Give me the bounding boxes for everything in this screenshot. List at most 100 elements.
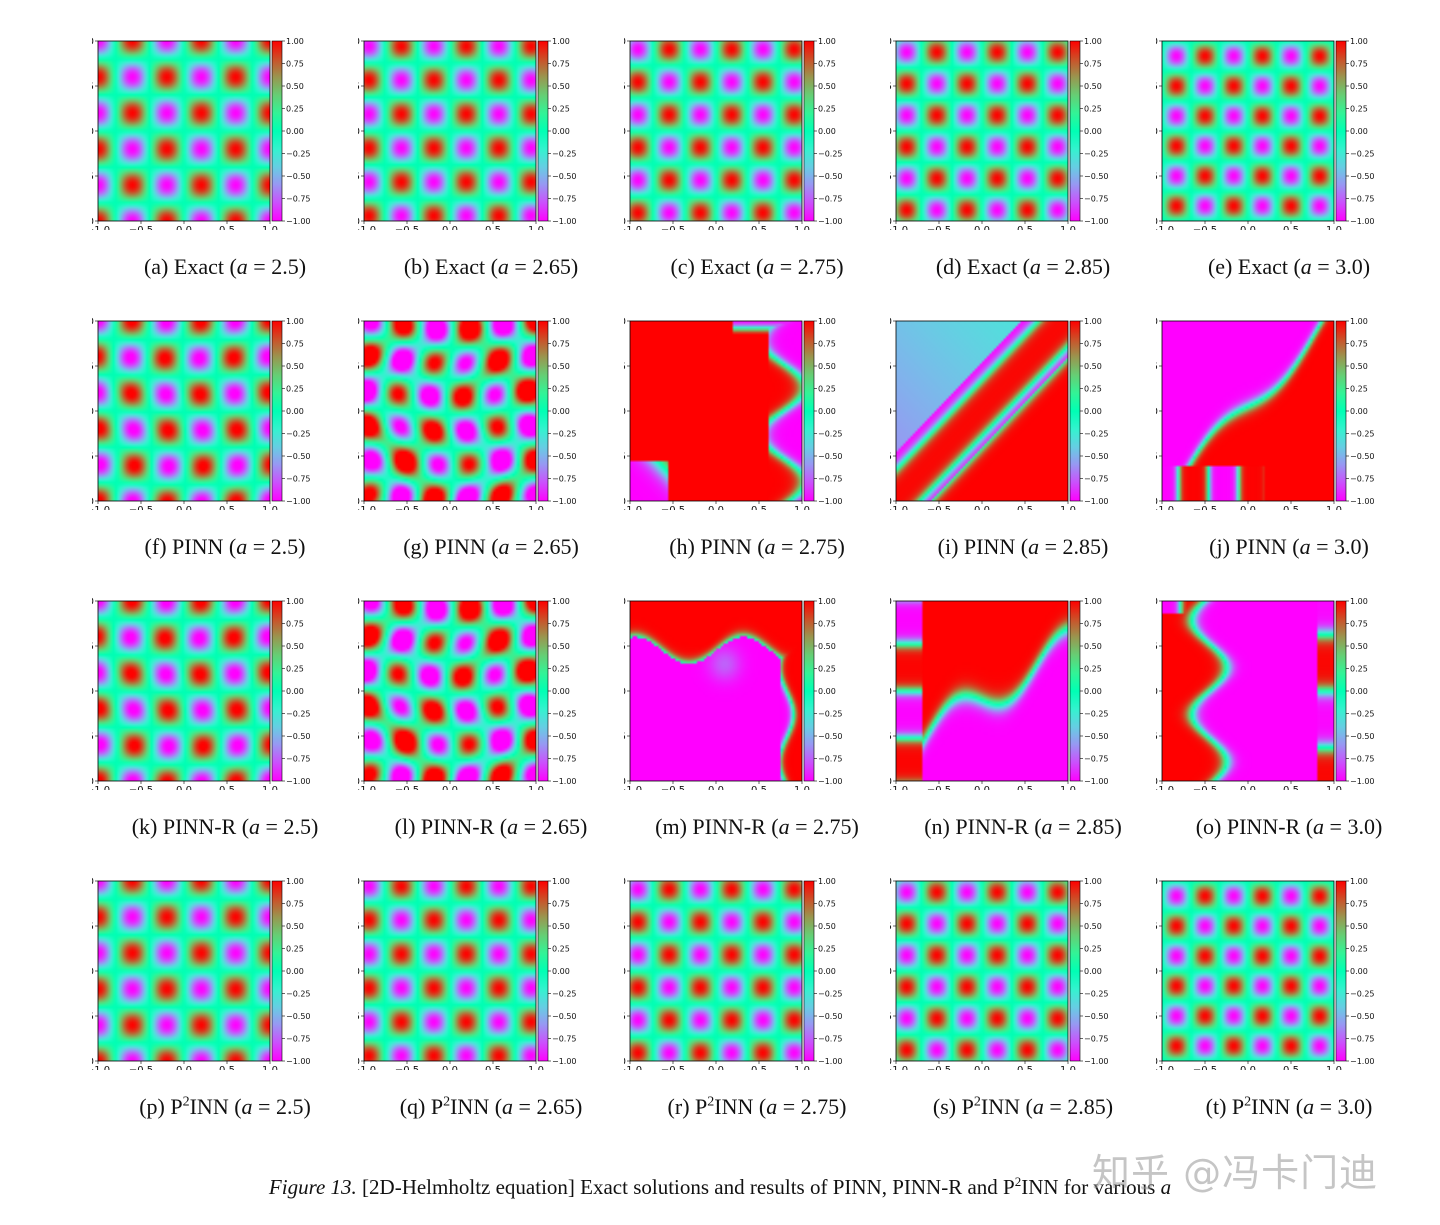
colorbar-tick-label: −0.75	[1350, 1034, 1375, 1043]
x-tick-label: 0.5	[1017, 225, 1033, 230]
colorbar-tick-label: −1.00	[818, 777, 843, 786]
heatmap	[630, 321, 802, 501]
paren-open: (	[223, 254, 237, 279]
colorbar-tick-label: −0.75	[286, 754, 311, 763]
method-name-suffix: INN	[1251, 1094, 1291, 1119]
colorbar-tick-label: 0.50	[1084, 362, 1102, 371]
colorbar-tick-label: 1.00	[286, 597, 304, 606]
x-tick-label: −0.5	[927, 785, 951, 790]
colorbar-tick-label: −1.00	[286, 777, 311, 786]
y-tick-label: −0.5	[624, 732, 626, 743]
colorbar-tick-label: −0.50	[1084, 732, 1109, 741]
x-tick-label: −0.5	[1193, 225, 1217, 230]
plot: 1.000.750.500.250.00−0.25−0.50−0.75−1.00…	[624, 37, 843, 231]
y-tick-label: −0.5	[890, 1012, 892, 1023]
method-name: Exact	[1237, 254, 1288, 279]
y-tick-label: 0.0	[1156, 127, 1158, 138]
colorbar-tick-label: 0.25	[1350, 664, 1368, 673]
x-tick-label: 0.5	[1283, 785, 1299, 790]
y-tick-label: −0.5	[92, 732, 94, 743]
subfigure-caption: (j) PINN (a = 3.0)	[1156, 534, 1422, 560]
colorbar-tick-label: 0.75	[286, 339, 304, 348]
y-tick-label: −1.0	[624, 777, 626, 788]
method-name: PINN	[700, 534, 752, 559]
y-tick-label: −0.5	[358, 172, 360, 183]
colorbar-tick-label: 0.50	[1350, 642, 1368, 651]
subfigure-caption: (h) PINN (a = 2.75)	[624, 534, 890, 560]
subfigure-letter: (h)	[669, 534, 701, 559]
subfigure-letter: (j)	[1209, 534, 1236, 559]
plot: 1.000.750.500.250.00−0.25−0.50−0.75−1.00…	[1156, 877, 1375, 1071]
colorbar-tick-label: 0.25	[1350, 944, 1368, 953]
colorbar-tick-label: 0.50	[286, 362, 304, 371]
figure-caption-text: [2D-Helmholtz equation] Exact solutions …	[362, 1175, 1015, 1199]
paren-open: (	[1300, 814, 1314, 839]
colorbar	[537, 880, 549, 1062]
panel-h: 1.00 0.75 0.50 0.25 0.00 −0.25 −0.50 −0.75 −1.00…	[624, 310, 890, 560]
colorbar-tick-label: −1.00	[1084, 497, 1109, 506]
panel-s: 1.00 0.75 0.50 0.25 0.00 −0.25 −0.50 −0.75 −1.00…	[890, 870, 1156, 1120]
x-tick-label: 0.5	[751, 1065, 767, 1070]
heatmap	[630, 41, 802, 221]
colorbar-tick-label: −0.25	[552, 429, 577, 438]
x-tick-label: 0.0	[974, 785, 990, 790]
x-tick-label: −0.5	[1193, 505, 1217, 510]
param-var: a	[763, 254, 775, 279]
y-tick-label: 0.5	[624, 82, 626, 93]
y-tick-label: 0.5	[358, 82, 360, 93]
x-tick-label: 0.0	[176, 225, 192, 230]
colorbar-tick-label: 0.75	[552, 59, 570, 68]
colorbar-tick-label: 0.25	[552, 944, 570, 953]
x-tick-label: 1.0	[262, 1065, 278, 1070]
y-tick-label: 1.0	[890, 597, 892, 608]
panel-q: 1.00 0.75 0.50 0.25 0.00 −0.25 −0.50 −0.75 −1.00…	[358, 870, 624, 1120]
subfigure-caption: (l) PINN-R (a = 2.65)	[358, 814, 624, 840]
param-value: = 3.0)	[1314, 1094, 1373, 1119]
colorbar-tick-label: 0.75	[818, 899, 836, 908]
colorbar-tick-label: −0.50	[552, 1012, 577, 1021]
colorbar-tick-label: −1.00	[1084, 777, 1109, 786]
paren-open: (	[1015, 534, 1029, 559]
subfigure-letter: (f)	[144, 534, 173, 559]
colorbar-tick-label: 1.00	[818, 37, 836, 46]
subfigure-caption: (e) Exact (a = 3.0)	[1156, 254, 1422, 280]
colorbar-tick-label: 0.00	[286, 967, 304, 976]
colorbar-tick-label: 0.50	[1084, 922, 1102, 931]
method-name: PINN-R	[420, 814, 495, 839]
y-tick-label: 0.0	[358, 967, 360, 978]
subfigure-letter: (d)	[935, 254, 967, 279]
y-tick-label: 0.0	[890, 407, 892, 418]
y-tick-label: −0.5	[624, 452, 626, 463]
method-name: PINN	[172, 534, 224, 559]
colorbar-tick-label: 0.75	[1350, 619, 1368, 628]
colorbar-tick-label: −1.00	[552, 1057, 577, 1066]
colorbar	[803, 600, 815, 782]
method-name-sup: 2	[443, 1094, 451, 1110]
method-name-suffix: INN	[980, 1094, 1020, 1119]
colorbar-tick-label: 0.50	[818, 82, 836, 91]
method-name-sup: 2	[1244, 1094, 1252, 1110]
watermark: 知乎 @冯卡门迪	[1092, 1151, 1379, 1195]
colorbar-tick-label: 0.25	[286, 384, 304, 393]
colorbar-tick-label: 0.50	[552, 362, 570, 371]
panel-d: 1.00 0.75 0.50 0.25 0.00 −0.25 −0.50 −0.75 −1.00…	[890, 30, 1156, 280]
colorbar-tick-label: 0.50	[286, 922, 304, 931]
colorbar-tick-label: 0.50	[1350, 82, 1368, 91]
param-var: a	[1300, 254, 1312, 279]
colorbar-tick-label: 0.00	[286, 687, 304, 696]
x-tick-label: 0.0	[708, 505, 724, 510]
colorbar-tick-label: 1.00	[818, 877, 836, 886]
x-tick-label: 0.0	[708, 1065, 724, 1070]
colorbar-tick-label: 0.50	[286, 642, 304, 651]
x-tick-label: −0.5	[927, 1065, 951, 1070]
colorbar-tick-label: 1.00	[286, 877, 304, 886]
x-tick-label: 0.5	[1017, 1065, 1033, 1070]
y-tick-label: −0.5	[1156, 732, 1158, 743]
heatmap	[364, 41, 536, 221]
param-value: = 2.5)	[247, 254, 307, 279]
x-tick-label: 0.5	[219, 785, 235, 790]
subfigure-caption: (t) P2INN (a = 3.0)	[1156, 1094, 1422, 1120]
y-tick-label: −0.5	[624, 1012, 626, 1023]
colorbar-tick-label: 0.75	[286, 899, 304, 908]
subfigure-letter: (t)	[1205, 1094, 1232, 1119]
